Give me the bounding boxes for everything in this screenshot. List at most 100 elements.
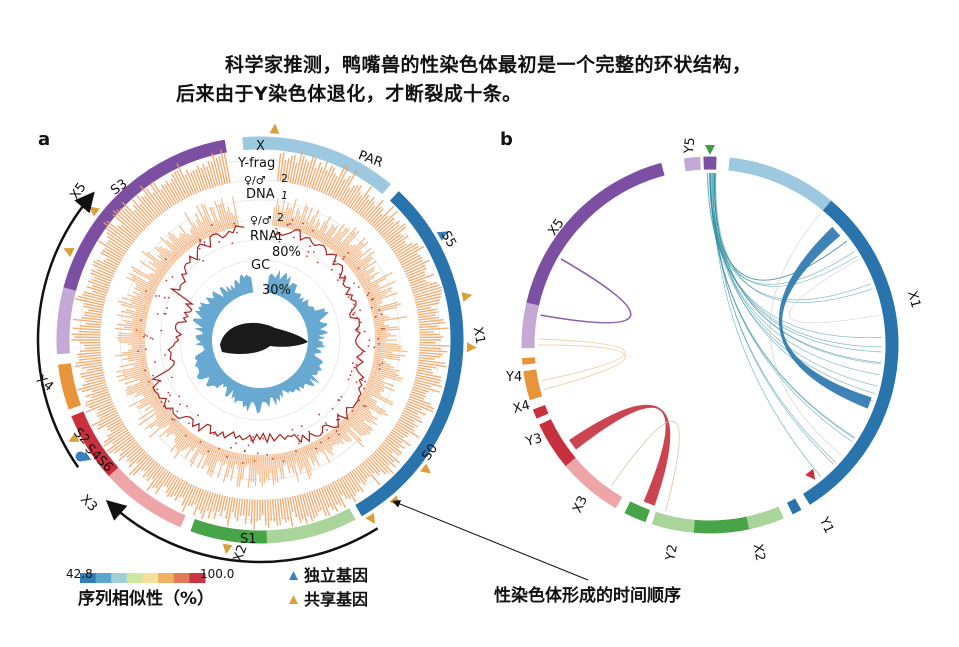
rna-track-bar — [317, 225, 329, 242]
chord-y5-x1 — [714, 173, 848, 281]
rna-track-bar — [313, 229, 320, 239]
dna-track-bar — [174, 481, 186, 501]
similarity-dot — [156, 312, 159, 315]
rna-track-bar — [220, 198, 231, 230]
chord-x2-x3 — [610, 420, 680, 512]
rna-track-bar — [116, 323, 146, 329]
dna-track-bar — [106, 220, 135, 243]
similarity-dot — [353, 311, 356, 314]
similarity-dot — [179, 403, 181, 406]
shared-gene-marker — [420, 463, 431, 474]
similarity-dot — [351, 410, 354, 412]
rna-track-bar — [159, 419, 178, 438]
rna-track-bar — [316, 215, 332, 241]
ring-b-x2-light — [746, 506, 784, 530]
dna-track-bar — [128, 450, 146, 468]
similarity-dot — [352, 313, 355, 316]
dna-track-bar — [81, 383, 107, 393]
legend-color-6 — [173, 573, 190, 583]
dna-track-bar — [407, 271, 425, 280]
dna-track-bar — [103, 259, 118, 268]
dna-track-bar — [396, 242, 419, 257]
dna-track-bar — [223, 152, 231, 183]
dna-track-bar — [345, 185, 359, 206]
rna-track-bar — [332, 241, 342, 252]
dna-track-bar — [85, 376, 105, 383]
rna-track-bar — [372, 364, 400, 372]
dna-track-bar — [146, 462, 159, 478]
dna-track-bar — [294, 495, 302, 523]
dna-track-bar — [181, 485, 195, 512]
shared-gene-marker — [365, 512, 375, 525]
rna-track-bar — [173, 432, 193, 460]
rna-track-bar — [165, 239, 182, 257]
rna-track-bar — [152, 261, 168, 273]
rna-track-bar — [217, 204, 227, 231]
dna-track-bar — [103, 427, 127, 444]
similarity-dot — [170, 376, 173, 379]
similarity-dot — [176, 410, 179, 413]
dna-track-bar — [416, 371, 442, 379]
dna-track-bar — [411, 391, 427, 398]
similarity-dot — [359, 321, 362, 324]
rna-track-bar — [131, 276, 158, 290]
rna-track-bar — [189, 440, 206, 468]
ring-b-y3 — [532, 404, 549, 419]
rna-track-bar — [344, 241, 369, 264]
rna-track-bar — [374, 328, 400, 332]
rna-track-bar — [139, 376, 152, 382]
track-label-rna-scale-1: 1 — [276, 230, 283, 243]
legend-color-4 — [142, 573, 159, 583]
gc-track — [193, 269, 329, 414]
rna-track-bar — [301, 446, 312, 470]
rna-track-bar — [182, 233, 193, 248]
dna-track-bar — [176, 163, 193, 196]
shared-gene-marker — [63, 247, 75, 258]
ring-segment-x4 — [58, 363, 82, 410]
rna-track-bar — [336, 230, 360, 256]
dna-track-bar — [351, 195, 363, 210]
similarity-dot — [149, 337, 152, 339]
panel-b-label-y5: Y5 — [681, 136, 699, 155]
rna-track-bar — [361, 280, 371, 287]
similarity-dot — [164, 258, 167, 261]
dna-track-bar — [83, 314, 102, 319]
rna-track-bar — [125, 322, 146, 327]
track-label-y-frag: Y-frag — [238, 156, 276, 171]
dna-track-bar — [129, 449, 144, 463]
similarity-dot — [378, 309, 381, 311]
dna-track-bar — [86, 366, 103, 371]
rna-track-bar — [190, 234, 198, 245]
rna-track-bar — [372, 312, 383, 316]
rna-track-bar — [359, 396, 387, 413]
dna-track-bar — [361, 201, 375, 218]
dna-track-bar — [106, 242, 126, 255]
rna-track-bar — [136, 394, 160, 409]
rna-track-bar — [303, 445, 310, 458]
dna-track-bar — [389, 235, 405, 247]
rna-track-bar — [287, 451, 295, 474]
rna-track-bar — [370, 301, 399, 311]
rna-track-bar — [374, 335, 397, 338]
track-label-dna-scale-2: 2 — [281, 172, 288, 185]
similarity-dot — [186, 405, 188, 408]
shared-gene-marker — [269, 123, 280, 134]
dna-track-bar — [141, 457, 153, 471]
rna-track-bar — [275, 453, 279, 469]
rna-track-bar — [338, 423, 348, 434]
rna-track-bar — [354, 404, 378, 421]
legend-color-3 — [126, 573, 143, 583]
similarity-dot — [160, 329, 163, 332]
dna-track-bar — [253, 499, 256, 530]
similarity-dot — [366, 294, 369, 297]
dna-track-bar — [361, 462, 381, 486]
rna-track-bar — [344, 416, 366, 436]
chord-gray — [789, 258, 880, 324]
rna-track-bar — [350, 409, 365, 422]
dna-track-bar — [106, 420, 123, 431]
rna-track-bar — [373, 357, 384, 361]
dna-track-bar — [381, 443, 393, 454]
rna-track-bar — [306, 209, 320, 236]
rna-track-bar — [352, 407, 378, 426]
rna-track-bar — [132, 331, 146, 334]
